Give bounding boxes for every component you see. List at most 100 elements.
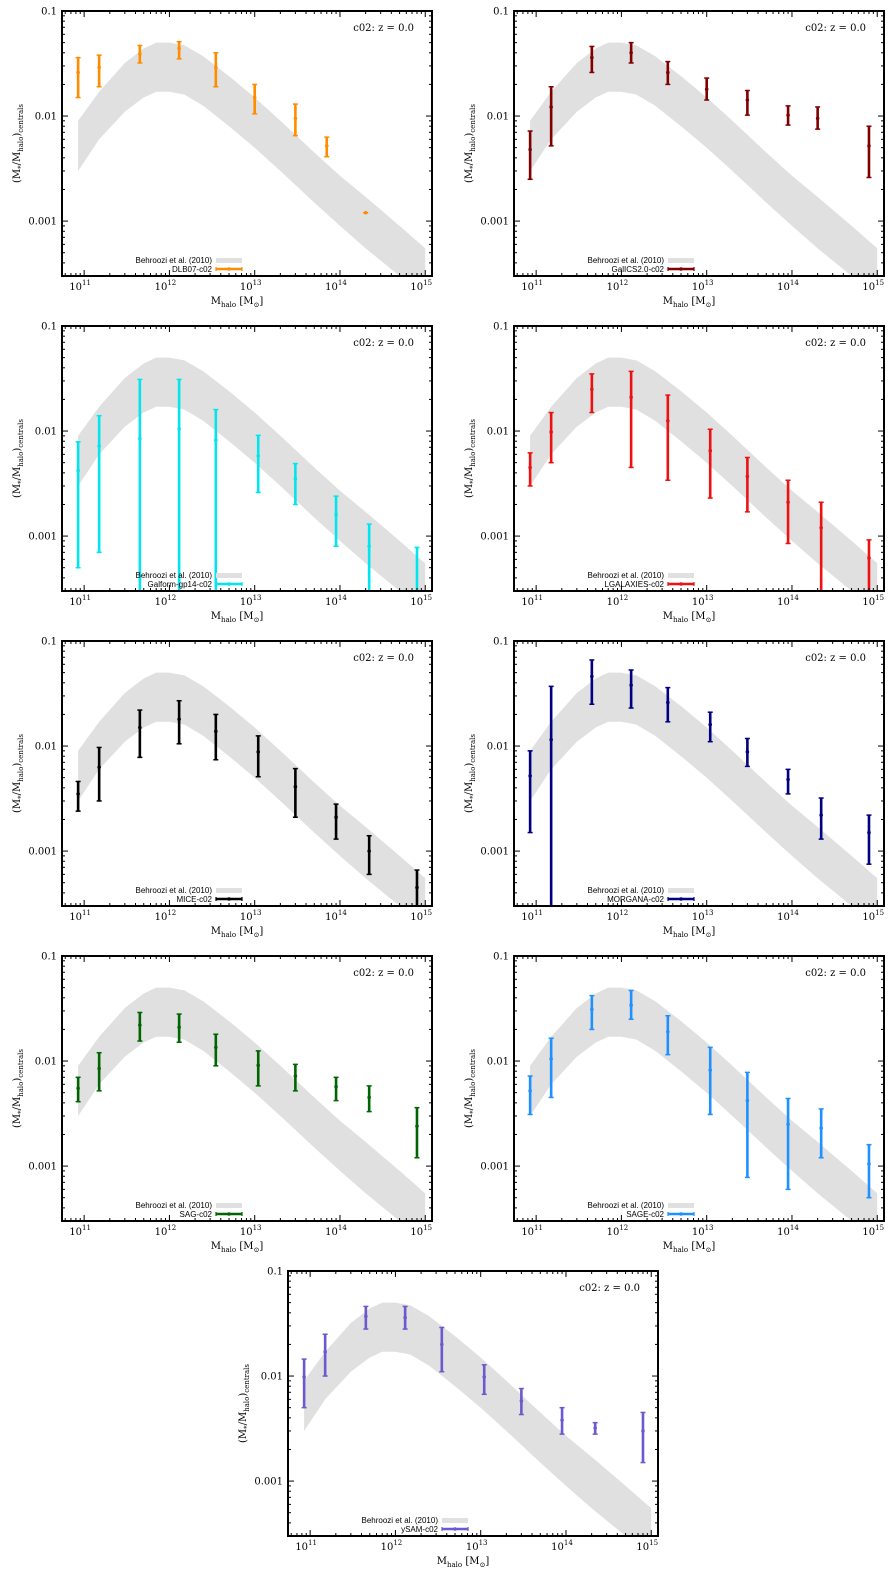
data-point — [214, 1045, 218, 1050]
y-tick-label: 0.01 — [261, 1372, 283, 1383]
x-tick-label: 1013 — [240, 1224, 262, 1238]
panel-title: c02: z = 0.0 — [353, 653, 414, 664]
data-point — [867, 556, 871, 560]
plot-frame — [287, 1270, 659, 1537]
plot-frame — [513, 955, 885, 1222]
legend-band-label: Behroozi et al. (2010) — [588, 886, 665, 895]
x-tick-label: 1014 — [777, 909, 799, 923]
x-tick-label: 1013 — [466, 1539, 488, 1553]
x-tick-label: 1012 — [381, 1539, 403, 1553]
data-point — [76, 70, 80, 75]
data-point — [708, 448, 713, 453]
chart-svg: 1011 1012 1013 1014 1015 0.001 0.01 0.1 Mhalo [M… — [464, 637, 885, 939]
y-tick-label: 0.001 — [254, 1477, 283, 1488]
plot-frame — [61, 955, 433, 1222]
x-tick-label: 1012 — [155, 594, 177, 608]
y-axis-label: (M*/Mhalo)centrals — [464, 104, 477, 183]
data-point — [363, 210, 368, 215]
x-tick-label: 1015 — [862, 909, 884, 923]
x-tick-label: 1015 — [862, 1224, 884, 1238]
y-axis-label: (M*/Mhalo)centrals — [12, 1049, 25, 1128]
plot-frame — [513, 640, 885, 907]
legend-band-label: Behroozi et al. (2010) — [588, 1201, 665, 1210]
x-tick-label: 1014 — [325, 279, 347, 293]
x-tick-label: 1013 — [240, 909, 262, 923]
data-point — [138, 725, 142, 730]
panel-ysam-c02: 1011 1012 1013 1014 1015 0.001 0.01 0.1 Mhalo [M… — [226, 1260, 671, 1575]
panel-lgalaxies-c02: 1011 1012 1013 1014 1015 0.001 0.01 0.1 Mhalo [M… — [452, 315, 890, 630]
data-point — [256, 454, 261, 458]
x-tick-label: 1011 — [69, 909, 91, 923]
legend-series-point — [227, 897, 231, 901]
data-point — [629, 1003, 633, 1008]
data-point — [708, 1068, 713, 1072]
data-point — [293, 784, 298, 789]
panel-galform-gp14-c02: 1011 1012 1013 1014 1015 0.001 0.01 0.1 Mhalo [M… — [0, 315, 445, 630]
legend-band-label: Behroozi et al. (2010) — [588, 571, 665, 580]
data-point — [334, 1084, 338, 1089]
x-tick-label: 1014 — [777, 1224, 799, 1238]
legend-series-point — [227, 582, 231, 586]
x-tick-label: 1014 — [325, 909, 347, 923]
data-point — [138, 1023, 142, 1027]
panel-title: c02: z = 0.0 — [353, 338, 414, 349]
y-tick-label: 0.1 — [493, 7, 509, 18]
legend-band-swatch — [442, 1518, 468, 1523]
data-point — [528, 1089, 532, 1093]
y-tick-label: 0.001 — [480, 1162, 509, 1173]
data-point — [324, 144, 329, 148]
data-point — [76, 792, 80, 796]
data-point — [666, 700, 670, 705]
data-point — [708, 722, 713, 727]
x-tick-label: 1013 — [692, 1224, 714, 1238]
y-tick-label: 0.001 — [480, 532, 509, 543]
legend-series-point — [227, 1212, 231, 1216]
data-point — [629, 395, 633, 399]
data-point — [334, 512, 338, 517]
x-tick-label: 1015 — [636, 1539, 658, 1553]
data-point — [819, 525, 823, 530]
y-axis-label: (M*/Mhalo)centrals — [12, 419, 25, 498]
x-tick-label: 1011 — [521, 279, 543, 293]
data-point — [177, 46, 181, 51]
panel-title: c02: z = 0.0 — [805, 653, 866, 664]
x-axis-label: Mhalo [M⊙] — [663, 296, 716, 309]
x-tick-label: 1015 — [862, 279, 884, 293]
legend-series-point — [453, 1527, 457, 1531]
y-tick-label: 0.1 — [41, 7, 57, 18]
data-point — [593, 1426, 597, 1430]
x-tick-label: 1012 — [155, 909, 177, 923]
data-point — [704, 87, 709, 92]
data-point — [745, 474, 750, 479]
x-axis-label: Mhalo [M⊙] — [211, 1241, 264, 1254]
legend-band-swatch — [668, 258, 694, 263]
x-tick-label: 1011 — [69, 279, 91, 293]
data-point — [177, 717, 181, 722]
data-point — [293, 1074, 298, 1078]
panel-title: c02: z = 0.0 — [353, 968, 414, 979]
data-point — [415, 1124, 419, 1128]
panel-morgana-c02: 1011 1012 1013 1014 1015 0.001 0.01 0.1 Mhalo [M… — [452, 630, 890, 945]
behroozi-band — [78, 42, 426, 276]
legend-band-label: Behroozi et al. (2010) — [588, 256, 665, 265]
y-tick-label: 0.1 — [41, 952, 57, 963]
panel-mice-c02: 1011 1012 1013 1014 1015 0.001 0.01 0.1 Mhalo [M… — [0, 630, 445, 945]
data-point — [867, 830, 871, 835]
data-point — [302, 1375, 306, 1379]
x-tick-label: 1014 — [777, 594, 799, 608]
data-point — [256, 750, 261, 754]
behroozi-band — [530, 672, 878, 906]
chart-svg: 1011 1012 1013 1014 1015 0.001 0.01 0.1 Mhalo [M… — [12, 7, 433, 309]
plot-frame — [61, 10, 433, 277]
data-point — [641, 1429, 645, 1433]
data-point — [293, 116, 298, 121]
data-point — [549, 105, 553, 109]
data-point — [786, 777, 790, 782]
x-tick-label: 1014 — [325, 594, 347, 608]
y-tick-label: 0.01 — [35, 427, 57, 438]
data-point — [334, 815, 338, 820]
y-axis-label: (M*/Mhalo)centrals — [464, 419, 477, 498]
y-axis-label: (M*/Mhalo)centrals — [12, 734, 25, 813]
data-point — [629, 50, 633, 55]
